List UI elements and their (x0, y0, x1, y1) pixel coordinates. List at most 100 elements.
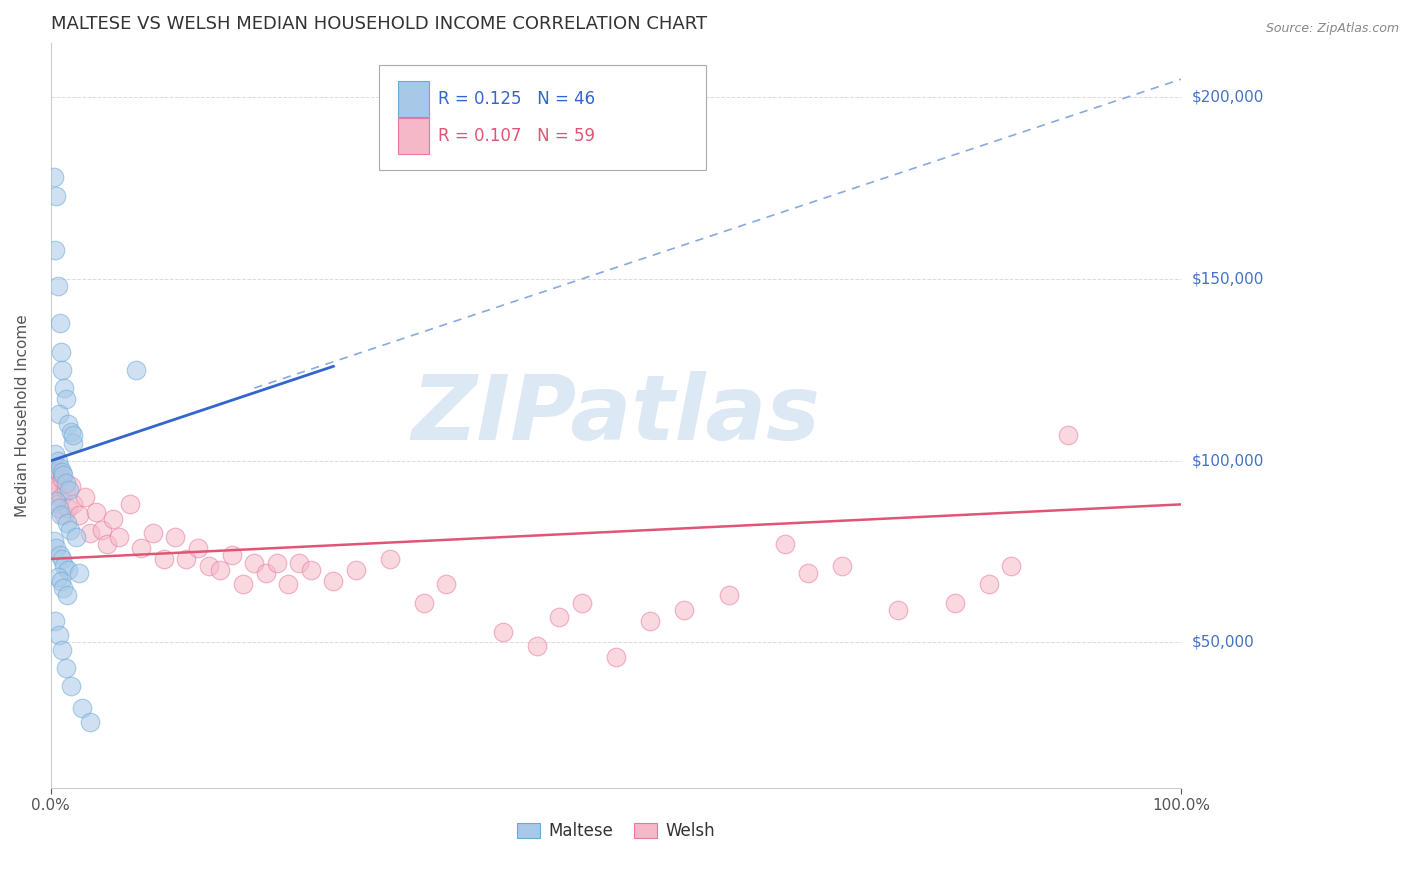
Point (79, 526, 101, 541)
Point (571, 595, 593, 609)
Point (44, 170, 66, 185)
Point (59, 523, 82, 537)
Point (51, 363, 73, 377)
Point (60, 679, 83, 693)
Point (605, 650, 627, 665)
Point (943, 595, 966, 609)
Point (101, 512, 124, 526)
Point (67, 508, 90, 523)
Point (48, 407, 70, 421)
Point (62, 428, 84, 442)
Point (55, 475, 77, 490)
Point (52, 581, 75, 595)
Point (65, 530, 87, 544)
Point (288, 556, 311, 570)
Point (831, 559, 853, 574)
Point (55, 588, 77, 602)
Point (672, 603, 695, 617)
Point (209, 563, 232, 577)
Point (67, 566, 90, 581)
Point (153, 552, 176, 566)
Point (56, 501, 79, 516)
Point (322, 574, 344, 588)
Text: R = 0.125   N = 46: R = 0.125 N = 46 (439, 90, 596, 108)
Point (165, 530, 187, 544)
Point (51, 465, 73, 479)
Point (84, 505, 107, 519)
Point (548, 610, 571, 624)
Point (49, 508, 72, 523)
Point (124, 363, 146, 377)
Point (44, 243, 66, 257)
Point (58, 483, 80, 497)
Point (56, 417, 79, 432)
Point (49, 344, 72, 359)
Point (51, 472, 73, 486)
Point (62, 497, 84, 511)
Point (45, 479, 67, 493)
Point (55, 661, 77, 675)
Point (49, 461, 72, 475)
Point (49, 316, 72, 330)
Point (434, 577, 457, 591)
Text: $200,000: $200,000 (1192, 90, 1264, 105)
Text: R = 0.107   N = 59: R = 0.107 N = 59 (439, 127, 596, 145)
Point (49, 490, 72, 504)
Point (45, 188, 67, 202)
Point (55, 483, 77, 497)
Point (45, 461, 67, 475)
Point (299, 563, 322, 577)
Text: $150,000: $150,000 (1192, 271, 1264, 286)
Point (44, 483, 66, 497)
Point (44, 472, 66, 486)
Point (90, 523, 112, 537)
Point (266, 556, 288, 570)
Point (79, 715, 101, 730)
Text: Source: ZipAtlas.com: Source: ZipAtlas.com (1265, 22, 1399, 36)
Point (254, 566, 277, 581)
Point (53, 381, 76, 395)
Point (977, 577, 1000, 591)
Point (44, 533, 66, 548)
Point (176, 552, 198, 566)
Point (60, 425, 83, 439)
Point (775, 537, 797, 551)
Point (1000, 559, 1022, 574)
Point (62, 435, 84, 450)
Text: ZIPatlas: ZIPatlas (412, 371, 821, 459)
FancyBboxPatch shape (378, 65, 706, 169)
Point (56, 563, 79, 577)
Point (277, 577, 299, 591)
Point (51, 642, 73, 657)
Bar (398, 118, 429, 154)
Point (46, 279, 69, 293)
Point (221, 548, 243, 562)
Point (44, 446, 66, 460)
Point (243, 556, 266, 570)
Point (49, 574, 72, 588)
Point (48, 628, 70, 642)
Point (129, 541, 152, 555)
Point (46, 454, 69, 468)
Text: $50,000: $50,000 (1192, 635, 1254, 650)
Point (638, 614, 661, 628)
Point (887, 603, 910, 617)
Point (797, 566, 820, 581)
Point (526, 639, 548, 653)
Point (73, 490, 96, 504)
Point (48, 465, 70, 479)
Point (55, 392, 77, 406)
Point (492, 624, 515, 639)
Point (141, 526, 163, 541)
Point (72, 701, 94, 715)
Point (49, 548, 72, 562)
Point (51, 552, 73, 566)
Point (1057, 428, 1080, 442)
Point (44, 614, 66, 628)
Point (53, 559, 76, 574)
Point (52, 468, 75, 483)
Point (46, 570, 69, 584)
Point (48, 501, 70, 516)
Point (198, 559, 221, 574)
Point (55, 516, 77, 530)
